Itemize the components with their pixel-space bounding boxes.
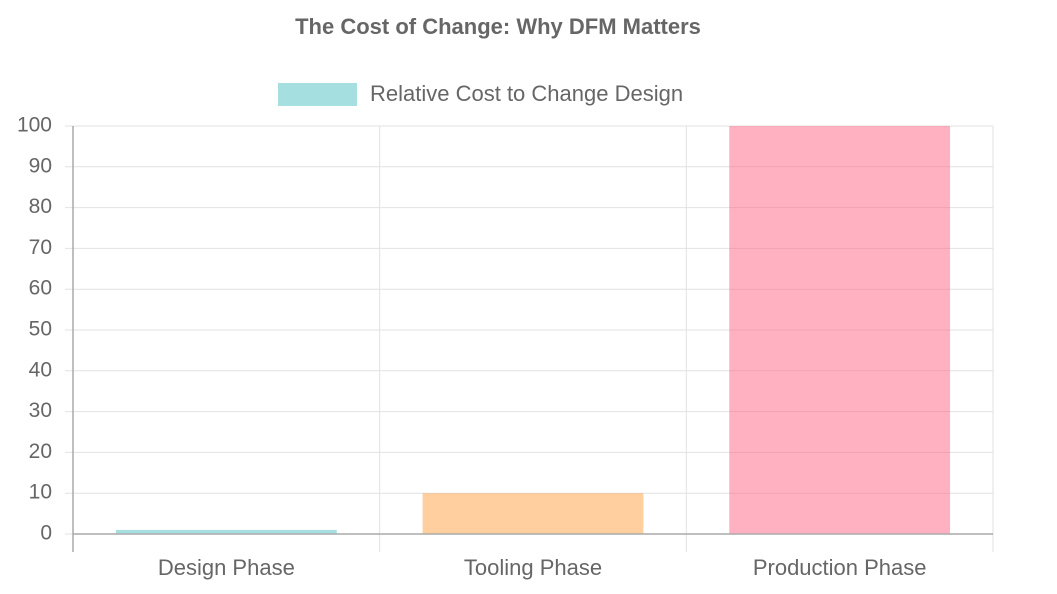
y-tick-label: 20 <box>29 440 52 463</box>
y-tick-label: 100 <box>17 114 52 137</box>
bar <box>422 493 644 534</box>
y-tick-label: 30 <box>29 399 52 422</box>
legend-swatch <box>278 83 357 106</box>
x-tick-label: Production Phase <box>753 555 927 580</box>
y-tick-label: 90 <box>29 154 52 177</box>
y-tick-label: 50 <box>29 318 52 341</box>
legend-label: Relative Cost to Change Design <box>370 81 683 106</box>
x-tick-label: Design Phase <box>158 555 295 580</box>
chart-title: The Cost of Change: Why DFM Matters <box>295 14 701 39</box>
bar <box>729 126 951 534</box>
y-tick-label: 70 <box>29 236 52 259</box>
y-tick-label: 80 <box>29 195 52 218</box>
y-tick-label: 0 <box>40 522 52 545</box>
y-tick-label: 60 <box>29 277 52 300</box>
y-tick-label: 10 <box>29 481 52 504</box>
y-tick-label: 40 <box>29 358 52 381</box>
bar <box>115 529 337 534</box>
x-tick-label: Tooling Phase <box>464 555 602 580</box>
